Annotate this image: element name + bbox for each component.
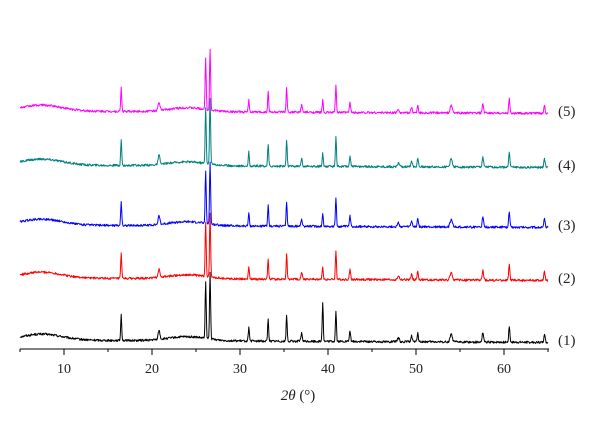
x-tick-label: 20 <box>145 362 159 377</box>
series-label-1: (1) <box>558 333 576 349</box>
series-line-4 <box>19 97 549 169</box>
series-label-4: (4) <box>558 158 576 174</box>
series-line-1 <box>19 271 549 344</box>
series-labels: (1) (2) (3) (4) (5) <box>558 104 576 349</box>
x-tick-label: 40 <box>321 362 335 377</box>
x-tick-label: 10 <box>57 362 71 377</box>
series-label-2: (2) <box>558 271 576 287</box>
x-axis-title: 2θ (°) <box>281 388 316 404</box>
x-tick-label: 60 <box>497 362 511 377</box>
series-line-5 <box>19 48 549 115</box>
series-line-3 <box>19 161 549 229</box>
x-tick-label: 30 <box>233 362 247 377</box>
x-axis: 10 20 30 40 50 60 <box>19 348 549 377</box>
x-tick-label: 50 <box>409 362 423 377</box>
series-line-2 <box>19 212 549 282</box>
series-label-3: (3) <box>558 218 576 234</box>
series-group <box>19 48 549 344</box>
series-label-5: (5) <box>558 104 576 120</box>
